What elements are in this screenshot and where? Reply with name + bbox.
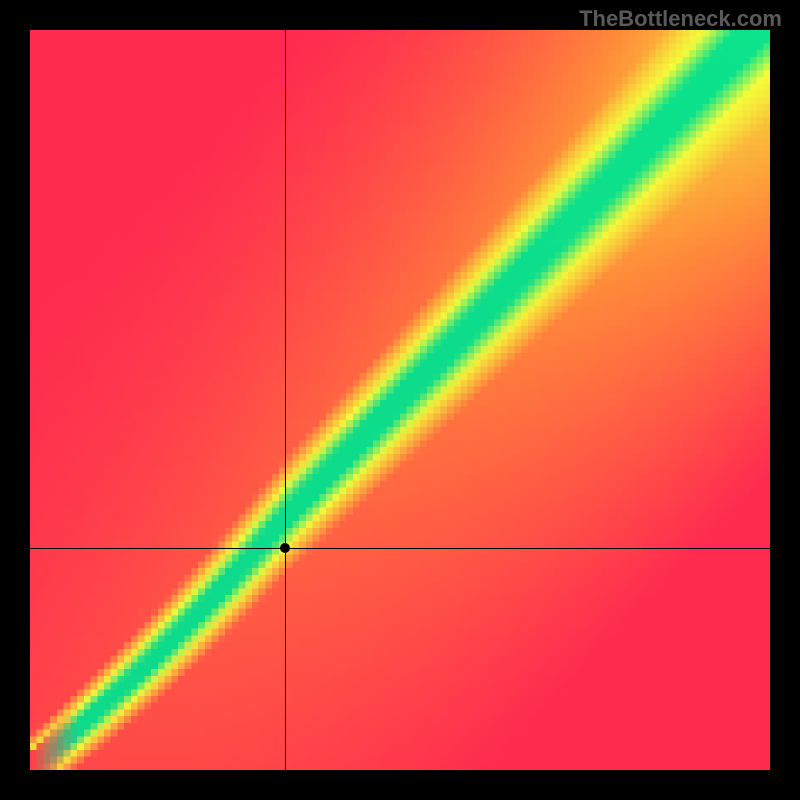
heatmap-canvas: [30, 30, 770, 770]
data-point-marker: [280, 543, 290, 553]
crosshair-vertical: [285, 30, 286, 770]
watermark-text: TheBottleneck.com: [579, 6, 782, 32]
heatmap-plot: [30, 30, 770, 770]
crosshair-horizontal: [30, 548, 770, 549]
